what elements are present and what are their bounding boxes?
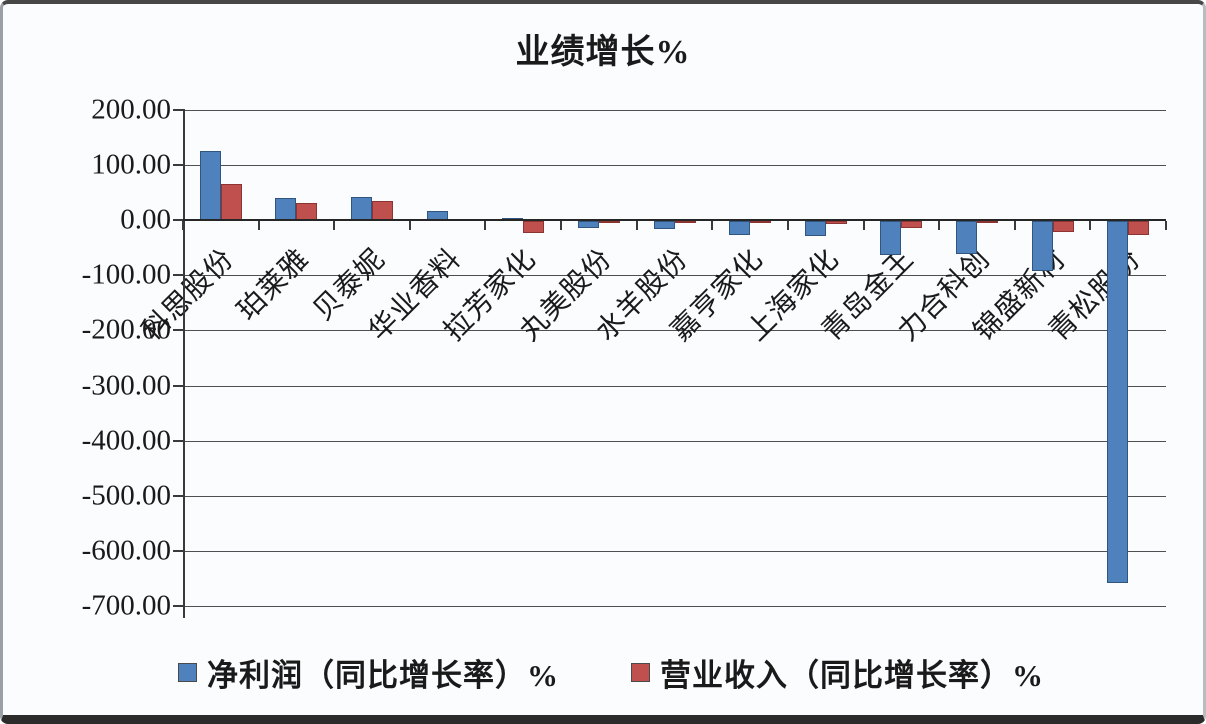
x-axis-tick [560, 221, 563, 230]
gridline [183, 109, 1166, 111]
bar-revenue-丸美股份 [598, 221, 620, 223]
y-tick-label: -600.00 [81, 534, 171, 567]
bar-net-profit-上海家化 [804, 221, 826, 237]
gridline [183, 551, 1166, 553]
x-axis-tick [257, 221, 260, 230]
bar-net-profit-嘉亨家化 [729, 221, 751, 235]
bar-net-profit-珀莱雅 [275, 197, 297, 220]
y-tick-label: 100.00 [91, 148, 171, 181]
y-tick-label: -200.00 [81, 313, 171, 346]
bar-net-profit-青岛金王 [880, 221, 902, 255]
gridline [183, 275, 1166, 277]
y-axis-tick [173, 439, 185, 442]
x-axis-zero-line [183, 219, 1166, 221]
y-axis-tick [173, 495, 185, 497]
y-tick-label: -100.00 [81, 258, 171, 291]
gridline [183, 164, 1166, 166]
bar-revenue-青岛金王 [901, 221, 923, 229]
y-axis-tick [173, 550, 185, 553]
legend-label-net-profit: 净利润（同比增长率）% [207, 658, 559, 693]
bar-net-profit-丸美股份 [577, 221, 599, 229]
y-axis-line [183, 109, 185, 619]
legend-label-revenue: 营业收入（同比增长率）% [660, 658, 1044, 693]
gridline [183, 330, 1166, 332]
y-axis-tick [173, 108, 185, 111]
y-tick-label: -500.00 [81, 479, 171, 512]
legend-swatch-red [631, 663, 650, 682]
bar-revenue-力合科创 [976, 221, 998, 223]
y-axis-tick [173, 163, 185, 166]
y-tick-label: 0.00 [120, 203, 171, 236]
y-axis-tick [173, 274, 185, 277]
x-axis-tick [408, 221, 411, 230]
x-axis-tick [484, 221, 487, 230]
x-axis-tick [182, 221, 184, 230]
bar-revenue-科思股份 [220, 184, 242, 220]
chart-title: 业绩增长% [515, 34, 691, 71]
bar-net-profit-力合科创 [955, 221, 977, 255]
y-axis-tick [173, 329, 185, 332]
bar-revenue-锦盛新材 [1052, 221, 1074, 233]
legend-entry-net-profit: 净利润（同比增长率）% [178, 650, 559, 695]
bar-revenue-拉芳家化 [523, 221, 545, 233]
bar-revenue-青松股份 [1128, 221, 1150, 235]
bar-revenue-珀莱雅 [296, 203, 318, 220]
x-axis-tick [1165, 221, 1167, 230]
x-axis-tick [1089, 221, 1092, 230]
x-axis-tick [938, 221, 941, 230]
bar-net-profit-青松股份 [1107, 221, 1129, 583]
x-axis-tick [786, 221, 789, 230]
x-axis-tick [711, 221, 714, 230]
bar-net-profit-科思股份 [199, 151, 221, 220]
x-axis-tick [333, 221, 336, 230]
plot-area: 200.00 100.00 0.00 -100.00 -200.00 -300.00 -40… [3, 4, 1203, 715]
x-axis-tick [635, 221, 638, 230]
bar-net-profit-锦盛新材 [1031, 221, 1053, 271]
bar-revenue-贝泰妮 [372, 201, 394, 220]
y-tick-label: -400.00 [81, 424, 171, 457]
y-axis-tick [173, 219, 185, 221]
bar-revenue-水羊股份 [674, 221, 696, 223]
y-axis-tick [173, 384, 185, 387]
y-tick-label: 200.00 [91, 93, 171, 126]
y-tick-label: -700.00 [81, 589, 171, 622]
bar-net-profit-贝泰妮 [351, 197, 373, 220]
gridline [183, 606, 1166, 608]
y-axis-tick [173, 605, 185, 608]
gridline [183, 496, 1166, 497]
gridline [183, 440, 1166, 442]
legend: 净利润（同比增长率）% 营业收入（同比增长率）% [178, 650, 1044, 695]
bar-revenue-上海家化 [825, 221, 847, 224]
x-category-label: 珀莱雅 [232, 243, 316, 327]
y-tick-label: -300.00 [81, 369, 171, 402]
bar-revenue-嘉亨家化 [750, 221, 772, 224]
x-axis-tick [1013, 221, 1016, 230]
x-axis-tick [862, 221, 865, 230]
bar-net-profit-水羊股份 [653, 221, 675, 230]
gridline [183, 385, 1166, 387]
legend-entry-revenue: 营业收入（同比增长率）% [631, 650, 1044, 695]
legend-swatch-blue [178, 663, 197, 682]
